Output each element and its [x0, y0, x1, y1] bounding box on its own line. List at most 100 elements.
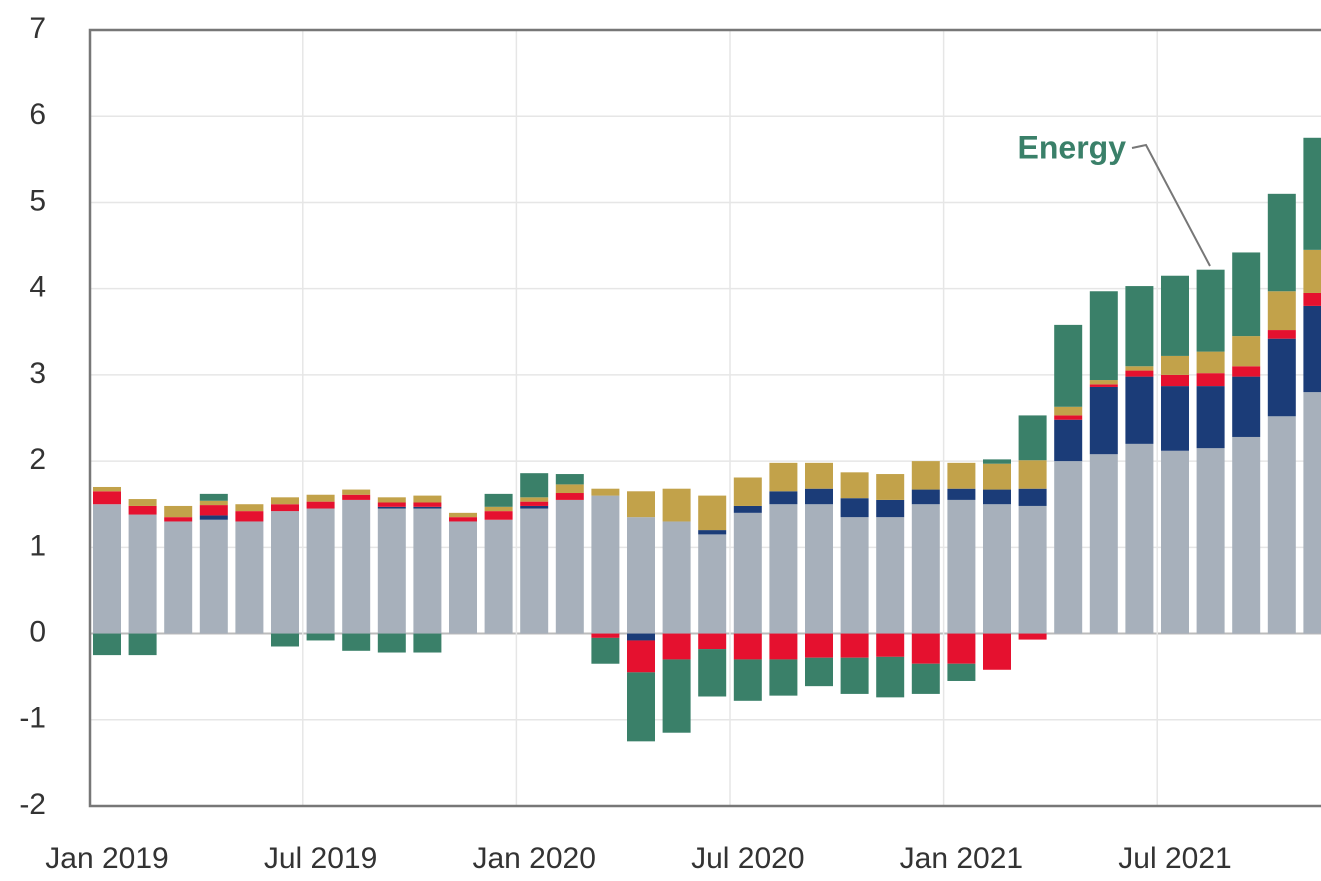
bar-segment: [199, 493, 228, 501]
bar-segment: [377, 633, 406, 653]
bar-segment: [93, 504, 121, 634]
bar-segment: [911, 663, 940, 694]
bar-segment: [1161, 355, 1189, 375]
bar-segment: [1303, 292, 1321, 306]
bar-segment: [662, 521, 691, 634]
bar-segment: [840, 498, 869, 518]
y-tick-label: 5: [29, 184, 46, 217]
bar-segment: [698, 649, 727, 697]
bar-segment: [840, 517, 869, 634]
bar-segment: [1125, 366, 1154, 371]
bar-segment: [555, 499, 584, 634]
bar-segment: [449, 521, 477, 634]
bar-segment: [199, 515, 228, 520]
bar-segment: [1267, 330, 1296, 339]
bar-segment: [911, 504, 940, 634]
bar-segment: [128, 505, 157, 515]
bar-segment: [698, 530, 727, 535]
bar-segment: [769, 659, 798, 696]
bar-segment: [235, 521, 264, 634]
bar-segment: [1018, 415, 1047, 461]
x-tick-label: Jan 2020: [472, 842, 595, 875]
x-tick-label: Jul 2019: [264, 842, 377, 875]
bar-segment: [164, 517, 193, 522]
annotation-leader: [1131, 143, 1211, 267]
bar-segment: [911, 489, 940, 505]
y-tick-label: 7: [29, 12, 46, 45]
x-tick-label: Jan 2021: [900, 842, 1023, 875]
bar-segment: [876, 517, 905, 634]
bar-segment: [662, 488, 691, 522]
bar-segment: [698, 633, 727, 650]
bar-segment: [1161, 450, 1189, 634]
bar-segment: [235, 511, 264, 522]
y-tick-label: -2: [19, 788, 46, 821]
bar-segment: [911, 633, 940, 664]
bar-segment: [1161, 386, 1189, 451]
bar-segment: [1232, 336, 1261, 367]
bar-segment: [591, 495, 620, 634]
bar-segment: [840, 633, 869, 658]
bar-segment: [520, 473, 549, 498]
y-tick-label: 3: [29, 357, 46, 390]
bar-segment: [805, 488, 833, 505]
bar-segment: [1054, 415, 1083, 420]
bar-segment: [1054, 406, 1083, 416]
bar-segment: [342, 499, 371, 634]
bar-segment: [342, 494, 371, 500]
bar-segment: [947, 633, 976, 664]
bar-segment: [342, 489, 371, 495]
bar-segment: [947, 499, 976, 634]
bar-segment: [413, 506, 442, 509]
bar-segment: [128, 633, 157, 656]
bar-segment: [93, 633, 121, 656]
bar-segment: [1125, 370, 1154, 377]
bar-segment: [733, 512, 762, 634]
bar-segment: [520, 501, 549, 506]
bar-segment: [1161, 374, 1189, 387]
bar-segment: [876, 656, 905, 698]
plot-frame: [88, 28, 1321, 808]
bar-segment: [1267, 416, 1296, 634]
bars: [93, 137, 1321, 742]
bar-segment: [1267, 291, 1296, 331]
bar-segment: [591, 488, 620, 496]
bar-segment: [627, 491, 655, 518]
bar-segment: [377, 506, 406, 509]
bar-segment: [947, 663, 976, 681]
bar-segment: [1196, 269, 1225, 352]
bar-segment: [199, 519, 228, 634]
bar-segment: [1232, 376, 1261, 437]
bar-segment: [199, 500, 228, 506]
y-tick-label: -1: [19, 702, 46, 735]
bar-segment: [1089, 384, 1118, 387]
bar-segment: [1125, 443, 1154, 634]
bar-segment: [1018, 488, 1047, 506]
bar-segment: [520, 497, 549, 502]
bar-segment: [1232, 436, 1261, 634]
bar-segment: [733, 633, 762, 660]
bar-segment: [698, 534, 727, 634]
bar-segment: [805, 504, 833, 634]
bar-segment: [1196, 351, 1225, 374]
bar-segment: [947, 488, 976, 500]
x-tick-label: Jan 2019: [45, 842, 168, 875]
bar-segment: [1267, 338, 1296, 417]
bar-segment: [805, 633, 833, 658]
bar-segment: [271, 497, 299, 505]
x-tick-label: Jul 2021: [1118, 842, 1231, 875]
bar-segment: [484, 519, 513, 634]
bar-segment: [1303, 305, 1321, 393]
bar-segment: [733, 505, 762, 513]
bar-segment: [1018, 633, 1047, 640]
bar-segment: [876, 633, 905, 657]
bar-segment: [413, 502, 442, 507]
bar-segment: [342, 633, 371, 651]
bar-segment: [271, 511, 299, 634]
bar-segment: [983, 633, 1011, 670]
bar-segment: [698, 495, 727, 531]
bar-segment: [805, 657, 833, 687]
bar-segment: [164, 505, 193, 518]
